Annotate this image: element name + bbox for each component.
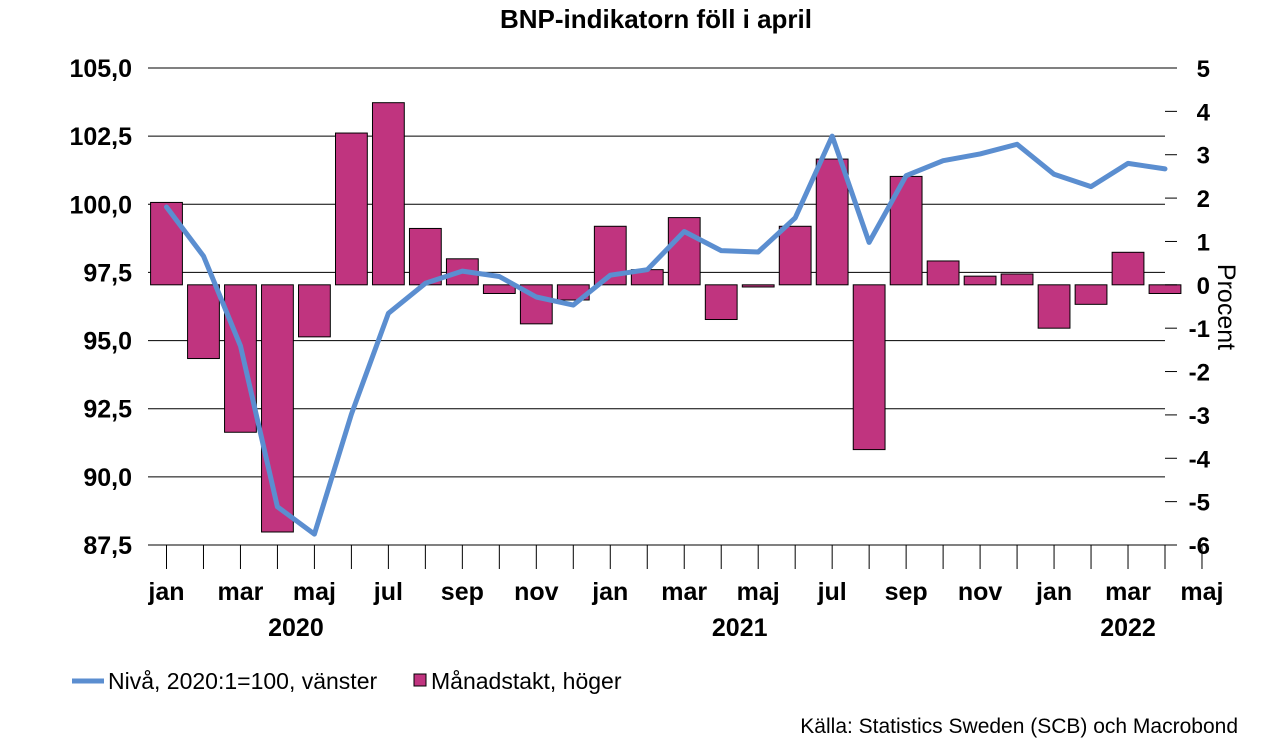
x-axis-years: 2020 2021 2022: [268, 614, 1156, 642]
x-tick-label: nov: [958, 578, 1003, 606]
bar-month-2021-04: [704, 284, 738, 321]
left-axis-labels: 105,0 102,5 100,0 97,5 95,0 92,5 90,0 87,5: [69, 55, 132, 560]
bar-month-2021-06: [778, 225, 812, 286]
left-tick-label: 100,0: [69, 191, 132, 219]
right-tick-label: 0: [1197, 273, 1210, 300]
line-series: [164, 133, 1168, 537]
right-axis-title: Procent: [1212, 264, 1240, 350]
source-note: Källa: Statistics Sweden (SCB) och Macro…: [800, 715, 1238, 738]
x-tick-label: jan: [147, 578, 184, 606]
right-tick-label: 2: [1197, 186, 1210, 213]
bar-series: [150, 102, 1182, 533]
right-tick-label: 3: [1197, 143, 1210, 170]
gridlines: [148, 67, 1165, 546]
x-year-label: 2020: [268, 614, 324, 642]
x-tick-label: maj: [737, 578, 780, 606]
right-tick-label: -4: [1189, 446, 1211, 473]
x-tick-label: jul: [817, 578, 847, 606]
left-tick-label: 102,5: [69, 123, 132, 151]
right-tick-label: 1: [1197, 229, 1210, 256]
x-tick-label: jan: [591, 578, 628, 606]
left-tick-label: 97,5: [83, 259, 132, 287]
bar-month-2021-08: [852, 284, 886, 451]
right-tick-label: 5: [1197, 56, 1210, 83]
bar-month-2020-05: [298, 284, 331, 338]
legend: Nivå, 2020:1=100, vänster Månadstakt, hö…: [72, 668, 622, 694]
x-tick-label: mar: [218, 578, 264, 606]
bar-month-2020-03: [224, 284, 257, 433]
bar-month-2020-10: [482, 284, 516, 294]
legend-bar-label: Månadstakt, höger: [431, 668, 622, 694]
bar-month-2022-03: [1111, 251, 1145, 286]
x-axis-ticks: [165, 545, 1203, 569]
bar-month-2021-07: [815, 158, 849, 286]
x-tick-label: nov: [514, 578, 559, 606]
legend-line-label: Nivå, 2020:1=100, vänster: [108, 668, 377, 694]
x-axis-labels: jan mar maj jul sep nov jan mar maj jul sep nov jan m…: [147, 578, 1223, 606]
right-tick-label: -2: [1189, 360, 1210, 387]
bar-month-2020-04: [261, 284, 294, 533]
left-tick-label: 95,0: [83, 328, 132, 356]
x-tick-label: jul: [373, 578, 403, 606]
bar-month-2021-03: [667, 217, 701, 286]
chart-title: BNP-indikatorn föll i april: [500, 4, 812, 34]
x-year-label: 2022: [1100, 614, 1156, 642]
bar-month-2022-04: [1148, 284, 1182, 294]
left-tick-label: 90,0: [83, 464, 132, 492]
x-tick-label: jan: [1035, 578, 1072, 606]
x-tick-label: maj: [1180, 578, 1223, 606]
right-tick-label: -6: [1189, 533, 1210, 560]
bar-month-2021-11: [963, 275, 997, 286]
bar-month-2022-02: [1074, 284, 1108, 305]
x-tick-label: sep: [885, 578, 928, 606]
bar-month-2021-05: [741, 284, 775, 288]
bar-month-2020-02: [187, 284, 220, 360]
bar-month-2020-06: [334, 132, 368, 286]
x-tick-label: mar: [661, 578, 707, 606]
right-tick-label: -1: [1189, 316, 1210, 343]
left-tick-label: 92,5: [83, 396, 132, 424]
right-tick-label: -5: [1189, 490, 1210, 517]
right-tick-label: -3: [1189, 403, 1210, 430]
x-tick-label: sep: [441, 578, 484, 606]
bar-month-2020-07: [371, 102, 405, 286]
x-tick-label: mar: [1105, 578, 1151, 606]
x-year-label: 2021: [712, 614, 768, 642]
bar-month-2021-10: [926, 260, 960, 286]
bar-month-2021-12: [1000, 273, 1034, 286]
left-tick-label: 87,5: [83, 532, 132, 560]
left-tick-label: 105,0: [69, 55, 132, 83]
bar-month-2020-08: [408, 227, 442, 286]
right-tick-label: 4: [1197, 99, 1211, 126]
x-tick-label: maj: [293, 578, 336, 606]
bar-month-2020-01: [150, 201, 183, 286]
legend-bar-swatch: [413, 673, 427, 687]
right-axis-labels: 5 4 3 2 1 0 -1 -2 -3 -4 -5 -6: [1189, 56, 1211, 560]
right-axis-ticks: [1165, 67, 1177, 546]
bar-month-2022-01: [1037, 284, 1071, 329]
